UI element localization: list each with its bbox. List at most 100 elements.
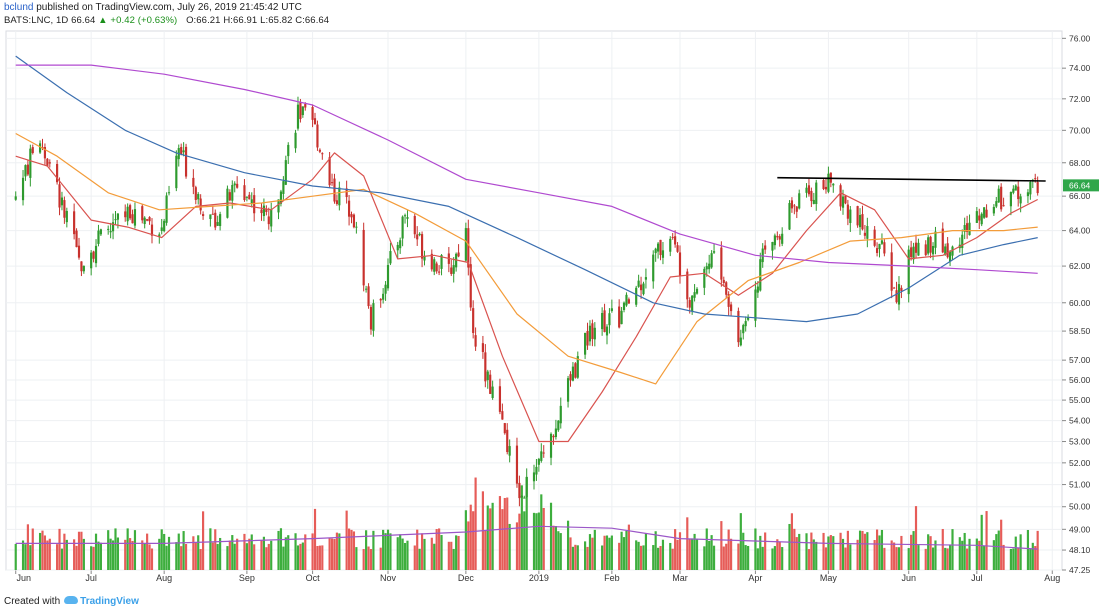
candle-down <box>659 239 662 256</box>
volume-bar-up <box>165 545 168 570</box>
volume-bar-up <box>423 538 426 570</box>
volume-bar-down <box>450 541 453 570</box>
candle-down <box>489 374 492 394</box>
low-value: 65.82 <box>268 15 293 26</box>
candle-up <box>294 132 297 149</box>
volume-bar-up <box>759 535 762 570</box>
candle-up <box>601 312 604 330</box>
volume-bar-down <box>63 533 66 570</box>
volume-bar-down <box>211 542 214 570</box>
x-tick-label: Apr <box>748 573 762 583</box>
volume-bar-down <box>1002 544 1005 570</box>
volume-bar-up <box>866 532 869 570</box>
volume-bar-up <box>642 545 645 570</box>
volume-bar-down <box>267 543 270 570</box>
volume-bar-down <box>192 536 195 570</box>
volume-bar-up <box>287 535 290 570</box>
volume-bar-down <box>416 529 419 570</box>
volume-bar-down <box>352 531 356 570</box>
volume-bar-down <box>435 529 438 570</box>
volume-bar-up <box>1009 548 1012 570</box>
candle-up <box>554 428 557 438</box>
candle-down <box>863 232 867 236</box>
volume-bar-down <box>844 547 847 570</box>
candle-down <box>824 186 828 190</box>
y-tick-label: 76.00 <box>1069 33 1091 43</box>
candle-down <box>603 310 606 333</box>
candle-down <box>914 242 918 253</box>
volume-bar-up <box>382 529 385 570</box>
volume-bar-down <box>730 538 733 570</box>
candle-down <box>822 180 825 190</box>
volume-bar-up <box>1012 548 1015 570</box>
candle-up <box>907 249 910 295</box>
volume-bar-down <box>978 540 981 570</box>
last-price-tag <box>1063 179 1099 192</box>
high-value: 66.91 <box>233 15 258 26</box>
volume-bar-up <box>464 510 467 570</box>
volume-bar-up <box>827 536 830 570</box>
volume-bar-down <box>727 529 730 570</box>
volume-bar-up <box>739 513 742 570</box>
volume-bar-down <box>846 530 849 570</box>
author-name[interactable]: bclund <box>4 2 34 13</box>
volume-bar-down <box>248 538 251 570</box>
candle-down <box>80 261 83 272</box>
moving-average-line <box>15 152 1038 443</box>
volume-bar-up <box>625 531 628 570</box>
volume-bar-up <box>554 525 557 570</box>
candle-up <box>644 277 648 280</box>
candle-up <box>29 148 32 178</box>
volume-bar-down <box>929 536 932 570</box>
volume-bar-up <box>355 547 358 570</box>
candle-down <box>345 188 348 198</box>
volume-bar-down <box>873 540 876 570</box>
volume-bar-up <box>508 523 511 570</box>
candle-down <box>150 224 154 236</box>
volume-bar-up <box>708 540 711 570</box>
candle-down <box>730 304 733 312</box>
volume-bar-down <box>236 538 239 570</box>
tradingview-logo[interactable]: TradingView <box>64 596 139 607</box>
volume-bar-down <box>659 546 662 570</box>
candle-down <box>518 482 521 499</box>
volume-bar-down <box>243 533 246 570</box>
candle-down <box>469 264 472 308</box>
volume-bar-up <box>549 502 553 570</box>
candle-up <box>849 209 852 223</box>
volume-bar-up <box>963 532 966 570</box>
moving-average-line <box>15 64 1038 274</box>
candle-down <box>201 214 205 217</box>
candle-up <box>961 234 964 249</box>
candle-up <box>593 327 596 340</box>
volume-bar-up <box>163 533 166 570</box>
volume-bar-up <box>209 528 212 570</box>
candle-up <box>805 187 808 193</box>
candle-down <box>350 214 353 218</box>
candle-up <box>389 251 392 264</box>
volume-bar-down <box>893 542 896 570</box>
volume-bar-down <box>228 540 231 570</box>
y-tick-label: 62.00 <box>1069 261 1091 271</box>
candle-up <box>635 287 638 305</box>
volume-bar-down <box>447 541 450 570</box>
candle-down <box>211 213 214 215</box>
volume-bar-down <box>941 528 944 570</box>
candle-down <box>776 235 779 238</box>
volume-bar-up <box>231 535 234 570</box>
candle-up <box>827 173 830 192</box>
candle-up <box>167 192 171 194</box>
candle-down <box>883 242 886 254</box>
volume-bar-down <box>46 540 49 570</box>
volume-bar-down <box>92 546 95 570</box>
volume-bar-up <box>657 547 660 570</box>
cloud-icon <box>64 596 79 604</box>
candle-down <box>720 247 723 280</box>
candle-down <box>192 177 195 187</box>
close-label: C: <box>295 15 305 26</box>
volume-bar-down <box>335 532 338 570</box>
candle-up <box>209 214 212 219</box>
volume-bar-down <box>148 544 151 570</box>
candle-down <box>1036 182 1039 194</box>
